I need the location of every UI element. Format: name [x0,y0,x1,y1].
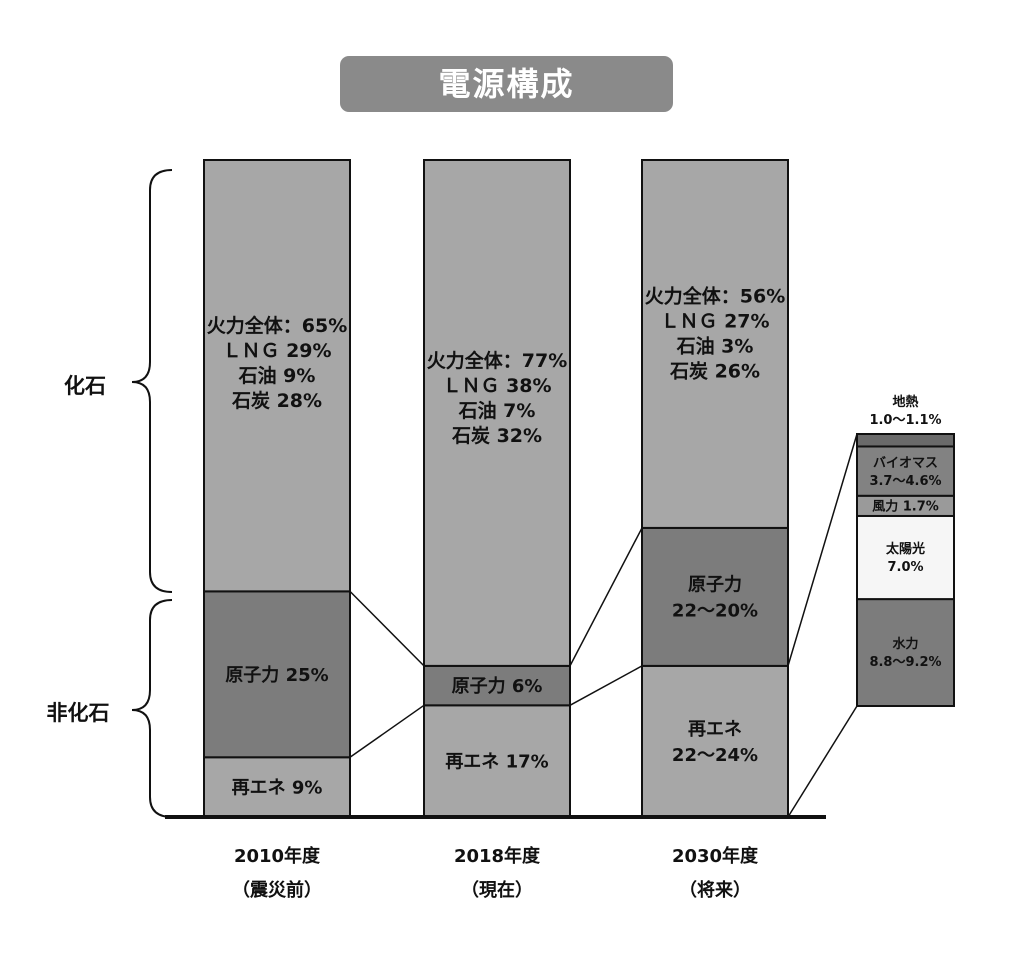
segment-label-fossil-3: 石炭 26% [669,360,760,382]
zoom-line-bottom [787,705,858,818]
breakdown-label-bio: 3.7～4.6% [869,474,941,489]
non-fossil-group-label: 非化石 [47,701,110,725]
breakdown-label-solar: 7.0% [887,560,923,575]
segment-label-renew-3: 22～24% [672,745,758,766]
x-tick-label-2: 2018年度 [454,845,541,867]
x-tick-note-1: （震災前） [232,879,322,901]
chart-title: 電源構成 [340,56,673,112]
segment-label-fossil-1: 石炭 28% [231,390,322,412]
connector-lines [349,433,858,818]
segment-label-fossil-2: 火力全体：77% [427,349,567,372]
segment-label-fossil-2: ＬＮＧ 38% [442,375,551,397]
connector-line [349,590,425,667]
connector-line [569,665,643,706]
breakdown-label-solar: 太陽光 [885,541,925,557]
connector-line [569,527,643,667]
segment-label-nuclear-3: 原子力 [688,574,742,595]
segment-label-fossil-1: 石油 9% [238,365,316,387]
segment-label-fossil-1: 火力全体：65% [207,314,347,337]
segment-label-fossil-2: 石油 7% [458,400,536,422]
bar-segment-fossil-1 [203,159,351,593]
breakdown-label-hydro: 水力 [892,636,918,652]
x-axis-labels: 2010年度 （震災前） 2018年度 （現在） 2030年度 （将来） [232,845,759,901]
non-fossil-bracket [131,599,173,818]
segment-label-fossil-3: 火力全体：56% [645,284,785,307]
breakdown-label-wind: 風力 1.7% [872,499,939,515]
breakdown-segment-hydro [856,598,955,708]
segment-label-renew-2: 再エネ 17% [445,752,548,773]
breakdown-segment-geo [856,433,955,448]
segment-label-fossil-3: 石油 3% [676,335,754,357]
segment-label-fossil-1: ＬＮＧ 29% [222,340,331,362]
bar-segment-nuclear-1 [203,590,351,759]
segment-label-renew-1: 再エネ 9% [232,778,323,799]
bar-segment-renew-3 [641,664,789,819]
x-tick-label-3: 2030年度 [672,845,759,867]
fossil-group-label: 化石 [64,374,106,398]
x-tick-note-3: （将来） [679,879,751,901]
bars-layer: 再エネ 9% 原子力 25% 火力全体：65% ＬＮＧ 29% 石油 9% 石炭 28% 再… [203,159,789,819]
x-tick-note-2: （現在） [461,879,533,901]
bar-segment-nuclear-3 [641,526,789,667]
breakdown-label-geo: 地熱 [892,394,918,410]
bar-segment-nuclear-2 [423,664,571,707]
breakdown-label-hydro: 8.8～9.2% [869,655,941,670]
fossil-bracket [131,169,173,593]
segment-label-nuclear-2: 原子力 6% [452,676,543,697]
segment-label-fossil-3: ＬＮＧ 27% [660,310,769,332]
breakdown-label-bio: バイオマス [873,456,938,471]
segment-label-renew-3: 再エネ [688,719,742,740]
x-tick-label-1: 2010年度 [234,845,321,867]
bar-segment-fossil-3 [641,159,789,529]
zoom-line-top [787,433,858,667]
segment-label-nuclear-3: 22～20% [672,600,758,621]
breakdown-label-geo: 1.0～1.1% [869,413,941,428]
renewables-breakdown: 水力 8.8～9.2% 太陽光 7.0% 風力 1.7% バイオマス 3.7～4.6% 地熱 1… [856,394,955,708]
connector-line [349,704,425,758]
breakdown-segment-bio [856,445,955,497]
breakdown-segment-solar [856,514,955,601]
segment-label-fossil-2: 石炭 32% [451,425,542,447]
bar-segment-fossil-2 [423,159,571,667]
segment-label-nuclear-1: 原子力 25% [225,665,328,686]
